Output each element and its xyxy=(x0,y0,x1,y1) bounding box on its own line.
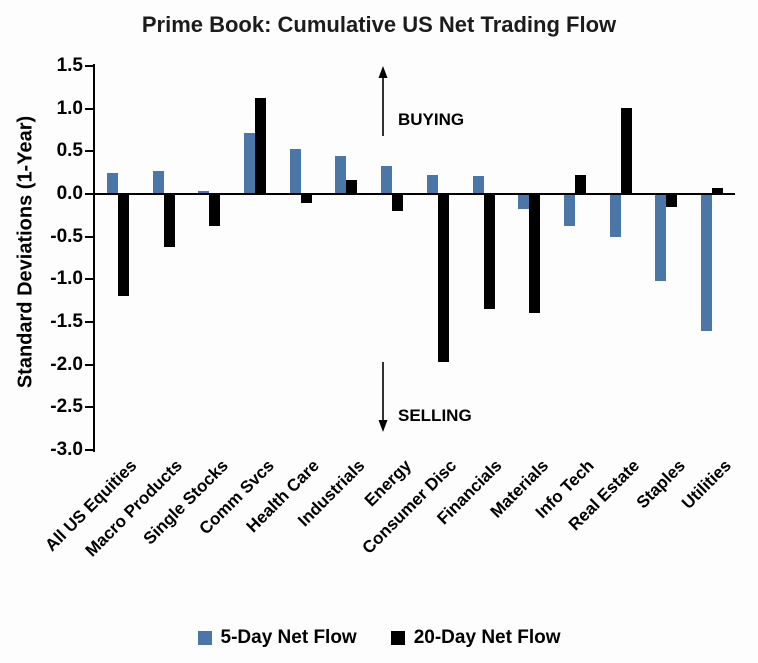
legend-swatch-5-day xyxy=(197,631,212,645)
bar-5-day xyxy=(701,194,713,331)
bar-20-day xyxy=(117,194,129,297)
selling-annotation: SELLING xyxy=(376,362,472,437)
bar-5-day xyxy=(198,190,210,194)
bar-5-day xyxy=(335,155,347,194)
y-tick-label: -0.5 xyxy=(50,225,83,247)
y-axis-tick xyxy=(85,406,93,409)
bar-20-day xyxy=(209,194,221,227)
bar-5-day xyxy=(655,194,667,282)
bar-20-day xyxy=(483,194,495,310)
legend: 5-Day Net Flow 20-Day Net Flow xyxy=(0,627,758,649)
bar-5-day xyxy=(152,170,164,194)
selling-label: SELLING xyxy=(398,406,472,425)
legend-label-20-day: 20-Day Net Flow xyxy=(413,627,561,648)
bar-20-day xyxy=(255,97,266,194)
bar-20-day xyxy=(300,194,312,203)
y-axis-tick xyxy=(85,150,93,153)
bar-20-day xyxy=(529,194,541,314)
legend-label-5-day: 5-Day Net Flow xyxy=(220,627,357,648)
zero-axis-line xyxy=(95,193,735,195)
y-axis-tick xyxy=(85,107,93,110)
bar-5-day xyxy=(106,172,118,194)
bar-5-day xyxy=(564,194,575,226)
bar-5-day xyxy=(289,148,301,194)
bar-20-day xyxy=(437,194,449,363)
chart-title: Prime Book: Cumulative US Net Trading Fl… xyxy=(141,12,617,37)
bar-20-day xyxy=(392,194,404,212)
bar-5-day xyxy=(472,176,484,194)
y-axis-tick xyxy=(85,278,93,281)
bar-5-day xyxy=(609,194,621,237)
y-axis-tick xyxy=(85,193,93,195)
y-tick-label: -3.0 xyxy=(50,439,83,460)
x-tick-label: Utilities xyxy=(677,456,735,513)
y-axis-tick xyxy=(85,449,93,451)
y-tick-label: -1.5 xyxy=(50,311,83,332)
y-tick-label: 1.0 xyxy=(56,97,83,119)
bar-20-day xyxy=(575,175,586,194)
y-tick-label: 0.0 xyxy=(56,183,83,204)
bar-5-day xyxy=(381,165,393,194)
y-tick-label: -1.0 xyxy=(50,268,83,290)
x-tick-label: Staples xyxy=(632,456,689,513)
bar-20-day xyxy=(666,194,678,207)
legend-item-5-day: 5-Day Net Flow xyxy=(197,627,357,649)
y-axis-tick xyxy=(85,235,93,238)
up-arrow-icon xyxy=(378,66,388,136)
y-axis-tick xyxy=(85,321,93,323)
down-arrow-icon xyxy=(378,362,388,432)
y-axis-tick xyxy=(85,363,93,366)
bar-20-day xyxy=(346,180,358,194)
bar-5-day xyxy=(426,175,438,194)
bar-20-day xyxy=(163,194,175,247)
bar-5-day xyxy=(518,194,530,209)
y-tick-label: -2.0 xyxy=(50,353,83,375)
bar-20-day xyxy=(620,107,632,194)
legend-swatch-20-day xyxy=(390,631,405,645)
y-tick-label: 0.5 xyxy=(56,140,83,162)
buying-annotation: BUYING xyxy=(376,66,464,141)
y-tick-label: -2.5 xyxy=(50,396,83,418)
bar-5-day xyxy=(244,132,255,194)
legend-item-20-day: 20-Day Net Flow xyxy=(390,627,561,649)
y-tick-label: 1.5 xyxy=(56,55,83,76)
y-axis-tick xyxy=(85,65,93,67)
buying-label: BUYING xyxy=(398,110,465,129)
y-axis-line xyxy=(93,64,95,452)
bar-20-day xyxy=(712,188,724,194)
